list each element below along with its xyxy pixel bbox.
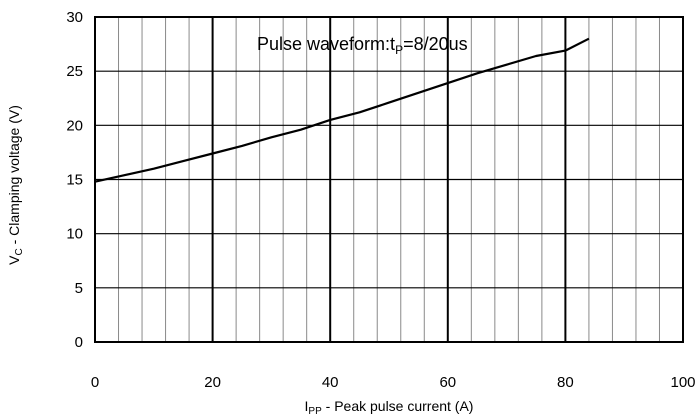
series-layer <box>94 37 590 183</box>
x-tick-label: 100 <box>670 374 695 391</box>
x-tick-labels: 0 20 40 60 80 100 <box>91 374 696 391</box>
y-tick-label: 20 <box>66 117 83 134</box>
major-grid <box>95 17 683 342</box>
y-tick-labels: 0 5 10 15 20 25 30 <box>66 9 83 351</box>
plot-border <box>94 16 684 343</box>
y-tick-label: 5 <box>75 280 83 297</box>
x-tick-label: 40 <box>322 374 339 391</box>
y-tick-label: 0 <box>75 334 83 351</box>
series-line <box>94 37 590 183</box>
x-tick-label: 20 <box>204 374 221 391</box>
x-tick-label: 60 <box>439 374 456 391</box>
y-tick-label: 30 <box>66 9 83 26</box>
pulse-waveform-annotation: Pulse waveform:tP=8/20us <box>257 34 468 57</box>
y-tick-label: 25 <box>66 63 83 80</box>
y-tick-label: 15 <box>66 172 83 189</box>
x-tick-label: 0 <box>91 374 99 391</box>
y-axis-label: VC - Clamping voltage (V) <box>6 105 25 265</box>
x-tick-label: 80 <box>557 374 574 391</box>
y-tick-label: 10 <box>66 226 83 243</box>
x-axis-label: IPP - Peak pulse current (A) <box>305 398 474 417</box>
